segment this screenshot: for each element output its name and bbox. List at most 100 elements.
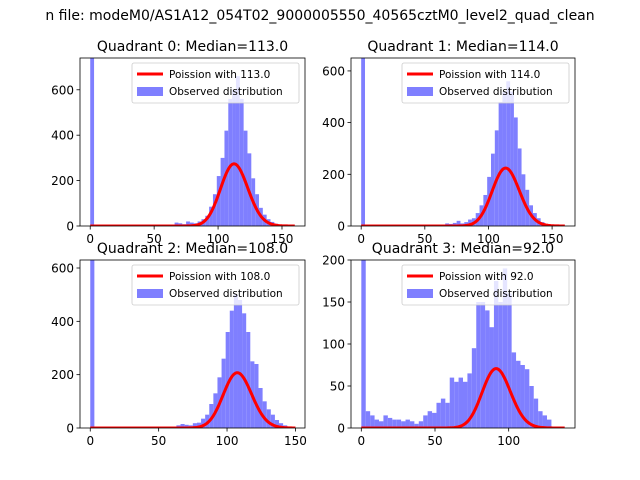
y-tick-label: 50 xyxy=(330,380,345,394)
legend-frame xyxy=(401,62,570,104)
histogram-bar xyxy=(232,89,236,226)
histogram-bar xyxy=(90,58,95,226)
y-tick-label: 200 xyxy=(322,254,345,268)
y-tick-label: 0 xyxy=(66,422,74,436)
plot-area xyxy=(361,260,565,428)
x-tick-label: 100 xyxy=(207,232,230,246)
histogram-bar xyxy=(405,419,410,428)
histogram-bar xyxy=(224,130,229,226)
histogram-bar xyxy=(502,91,507,226)
histogram-bar xyxy=(498,302,503,428)
y-tick-label: 400 xyxy=(51,129,74,143)
legend: Poission with 92.0 Observed distribution xyxy=(401,264,570,306)
legend: Poission with 114.0 Observed distribution xyxy=(401,62,570,104)
legend-frame xyxy=(131,62,300,104)
legend-frame xyxy=(401,264,570,306)
x-tick-label: 150 xyxy=(541,232,564,246)
axes-frame xyxy=(79,259,306,429)
x-tick-label: 150 xyxy=(271,232,294,246)
y-tick-label: 200 xyxy=(322,168,345,182)
histogram-bar xyxy=(254,364,259,428)
histogram-bar xyxy=(361,58,365,226)
subplot-1: 0 50 100 150 0 200 400 600 Quadrant 1: Median=11… xyxy=(322,39,576,246)
legend-label: Poission with 113.0 xyxy=(169,69,270,81)
legend-label: Poission with 92.0 xyxy=(439,271,534,283)
histogram-bar xyxy=(401,421,406,428)
x-tick-label: 100 xyxy=(497,434,520,448)
histogram-bar xyxy=(463,381,468,428)
histogram-bar xyxy=(480,302,486,428)
histogram-bar xyxy=(542,415,547,428)
histogram-bar xyxy=(520,365,525,428)
histogram-bar xyxy=(449,377,455,428)
histogram-bar xyxy=(547,419,552,428)
histogram-bar xyxy=(493,281,499,428)
histogram-bar xyxy=(498,101,503,226)
histogram-bar xyxy=(396,419,402,428)
histogram-bar xyxy=(456,220,461,226)
histogram-bar xyxy=(258,388,263,428)
histogram-bar xyxy=(279,423,284,428)
histogram-bar xyxy=(90,260,95,428)
histogram-bar xyxy=(209,404,214,428)
histogram-bar xyxy=(262,401,267,428)
histogram-bar xyxy=(186,221,190,226)
subplot-2: 0 50 100 150 0 200 400 600 Quadrant 2: Median=10… xyxy=(51,241,307,448)
legend-label: Observed distribution xyxy=(439,86,553,98)
histogram-bar xyxy=(274,420,280,428)
histogram-bar xyxy=(510,91,514,226)
histogram-bar xyxy=(445,402,450,428)
legend-patch-swatch xyxy=(137,87,163,96)
y-tick-label: 200 xyxy=(51,368,74,382)
legend-label: Observed distribution xyxy=(439,288,553,300)
histogram-bar xyxy=(502,268,508,428)
legend-frame xyxy=(131,264,300,306)
histogram-bar xyxy=(192,423,197,428)
y-tick-label: 400 xyxy=(51,315,74,329)
histogram-bar xyxy=(513,117,518,226)
histogram-bar xyxy=(229,310,234,428)
x-tick-label: 0 xyxy=(86,434,94,448)
histogram-bar xyxy=(266,409,271,428)
histogram-bar xyxy=(387,417,393,428)
histogram-bar xyxy=(212,194,217,226)
histogram-bar xyxy=(379,421,384,428)
x-tick-label: 50 xyxy=(147,232,162,246)
histogram-bar xyxy=(533,398,539,428)
histogram-bar xyxy=(383,415,388,428)
poisson-curve xyxy=(360,166,566,226)
histogram-bar xyxy=(511,352,517,428)
histogram-bar xyxy=(468,219,472,226)
x-tick-label: 0 xyxy=(357,434,365,448)
histogram-bar xyxy=(414,423,419,428)
histogram-bar xyxy=(467,373,472,428)
histogram-bar xyxy=(361,260,366,428)
y-tick-label: 0 xyxy=(337,422,345,436)
x-tick-label: 0 xyxy=(357,232,365,246)
histogram-bar xyxy=(524,369,530,428)
legend-patch-swatch xyxy=(407,87,433,96)
histogram-bar xyxy=(233,294,238,428)
histogram-bar xyxy=(529,386,534,428)
x-tick-label: 150 xyxy=(284,434,307,448)
histogram-bar xyxy=(374,419,379,428)
histogram-bar xyxy=(427,411,433,428)
histogram-bar xyxy=(423,415,428,428)
x-tick-label: 100 xyxy=(477,232,500,246)
y-tick-label: 600 xyxy=(51,262,74,276)
axes-frame xyxy=(79,57,306,227)
histogram-bar xyxy=(432,412,437,428)
axes-frame xyxy=(350,57,576,227)
legend-label: Poission with 114.0 xyxy=(439,69,540,81)
x-tick-label: 100 xyxy=(216,434,239,448)
histogram-bar xyxy=(270,414,275,428)
histogram-bar xyxy=(239,98,244,226)
y-tick-label: 100 xyxy=(322,338,345,352)
y-tick-label: 200 xyxy=(51,174,74,188)
histogram-bar xyxy=(454,381,459,428)
histogram-bar xyxy=(205,215,210,226)
histogram-bar xyxy=(184,424,189,428)
legend-patch-swatch xyxy=(407,289,433,298)
histogram-bar xyxy=(436,402,441,428)
histogram-bar xyxy=(235,76,240,226)
